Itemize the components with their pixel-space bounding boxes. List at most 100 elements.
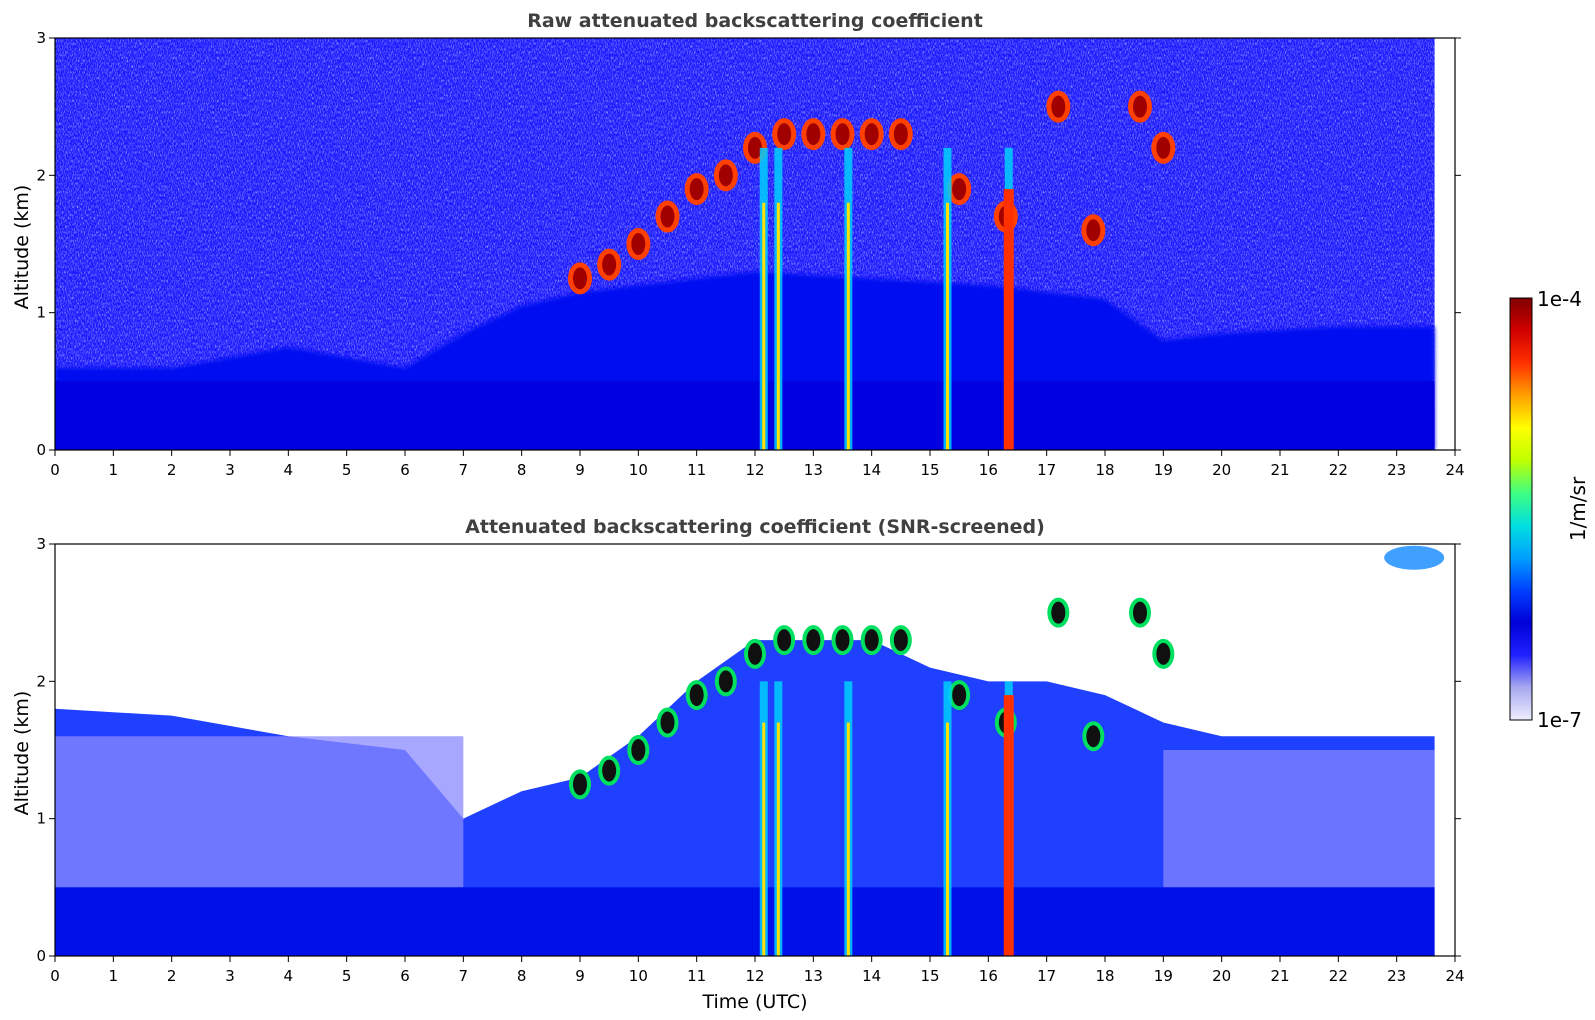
cloud-core	[748, 136, 762, 159]
cloud-core	[835, 123, 850, 146]
x-tick-label: 22	[1329, 461, 1348, 479]
residual-layer-left	[55, 736, 464, 888]
panel2-xlabel: Time (UTC)	[701, 991, 807, 1013]
x-tick-label: 4	[284, 967, 294, 985]
precip-core	[846, 722, 850, 956]
x-tick-label: 14	[862, 461, 881, 479]
precip-core	[946, 722, 949, 956]
x-tick-label: 4	[284, 461, 294, 479]
panel1-plot-area	[55, 38, 1455, 450]
x-tick-label: 2	[167, 967, 177, 985]
cloud-core	[893, 629, 908, 652]
precip-core	[846, 202, 850, 450]
x-tick-label: 6	[400, 967, 410, 985]
x-tick-label: 6	[400, 461, 410, 479]
colorbar: 1e-4 1e-7 1/m/sr	[1509, 287, 1590, 732]
y-tick-label: 0	[36, 441, 46, 459]
cirrus-patch	[1384, 545, 1445, 570]
y-tick-label: 3	[36, 29, 46, 47]
cloud-core	[806, 629, 821, 652]
panel2-ylabel: Altitude (km)	[11, 691, 33, 816]
x-tick-label: 13	[804, 967, 823, 985]
precip-core	[776, 722, 780, 956]
x-tick-label: 24	[1445, 461, 1464, 479]
x-tick-label: 21	[1270, 461, 1289, 479]
x-tick-label: 0	[50, 967, 60, 985]
cloud-core	[748, 642, 762, 665]
x-tick-label: 19	[1154, 967, 1173, 985]
cloud-core	[660, 711, 675, 734]
panel1-title: Raw attenuated backscattering coefficien…	[527, 10, 983, 32]
panel2-x-axis: 0 1 2 3 4 5 6 7 8 9 10 11 12 13 14 15 16 17 18 19 20 21 22 23 24	[50, 956, 1465, 985]
x-tick-label: 20	[1212, 967, 1231, 985]
cloud-core	[573, 267, 587, 290]
panel1-x-axis: 0 1 2 3 4 5 6 7 8 9 10 11 12 13 14 15 16 17 18 19 20 21 22 23 24	[50, 450, 1465, 479]
x-tick-label: 9	[575, 461, 585, 479]
x-tick-label: 7	[459, 967, 469, 985]
x-tick-label: 13	[804, 461, 823, 479]
x-tick-label: 3	[225, 461, 235, 479]
cloud-core	[777, 123, 792, 146]
residual-layer-right	[1163, 750, 1435, 888]
x-tick-label: 11	[687, 967, 706, 985]
cloud-core	[864, 629, 879, 652]
cloud-core	[573, 773, 587, 796]
cloud-core	[660, 205, 675, 228]
cloud-core	[952, 684, 967, 707]
x-tick-label: 23	[1387, 967, 1406, 985]
cloud-core	[864, 123, 879, 146]
x-tick-label: 24	[1445, 967, 1464, 985]
surface-layer	[55, 381, 1435, 450]
cloud-core	[1156, 136, 1171, 159]
x-tick-label: 3	[225, 967, 235, 985]
x-tick-label: 17	[1037, 967, 1056, 985]
surface-layer	[55, 887, 1435, 956]
cloud-core	[1051, 601, 1066, 624]
x-tick-label: 15	[920, 967, 939, 985]
cloud-core	[1156, 642, 1171, 665]
x-tick-label: 8	[517, 461, 527, 479]
panel2-y-axis: 0 1 2 3	[36, 535, 1461, 965]
precip-core	[946, 202, 949, 450]
precip-core	[762, 202, 766, 450]
y-tick-label: 0	[36, 947, 46, 965]
x-tick-label: 12	[745, 461, 764, 479]
cloud-core	[602, 253, 617, 276]
cloud-core	[1086, 725, 1101, 748]
x-tick-label: 12	[745, 967, 764, 985]
x-tick-label: 21	[1270, 967, 1289, 985]
x-tick-label: 0	[50, 461, 60, 479]
colorbar-max-label: 1e-4	[1537, 287, 1582, 311]
x-tick-label: 10	[629, 967, 648, 985]
rain-shaft	[1003, 189, 1014, 450]
cloud-core	[806, 123, 821, 146]
x-tick-label: 16	[979, 967, 998, 985]
cloud-core	[689, 684, 704, 707]
x-tick-label: 14	[862, 967, 881, 985]
y-tick-label: 3	[36, 535, 46, 553]
x-tick-label: 5	[342, 967, 352, 985]
x-tick-label: 17	[1037, 461, 1056, 479]
x-tick-label: 1	[109, 967, 119, 985]
cloud-core	[631, 739, 646, 761]
x-tick-label: 18	[1095, 461, 1114, 479]
cloud-core	[1086, 219, 1101, 242]
cloud-core	[1133, 95, 1147, 118]
cloud-core	[835, 629, 850, 652]
x-tick-label: 10	[629, 461, 648, 479]
x-tick-label: 18	[1095, 967, 1114, 985]
y-tick-label: 2	[36, 672, 46, 690]
cloud-core	[777, 629, 792, 652]
y-tick-label: 2	[36, 166, 46, 184]
x-tick-label: 16	[979, 461, 998, 479]
x-tick-label: 5	[342, 461, 352, 479]
cloud-core	[952, 178, 967, 201]
x-tick-label: 2	[167, 461, 177, 479]
precip-core	[776, 202, 780, 450]
cloud-core	[718, 670, 733, 693]
panel1-ylabel: Altitude (km)	[11, 185, 33, 310]
panel2-title: Attenuated backscattering coefficient (S…	[465, 516, 1045, 538]
colorbar-gradient	[1509, 297, 1533, 721]
x-tick-label: 8	[517, 967, 527, 985]
